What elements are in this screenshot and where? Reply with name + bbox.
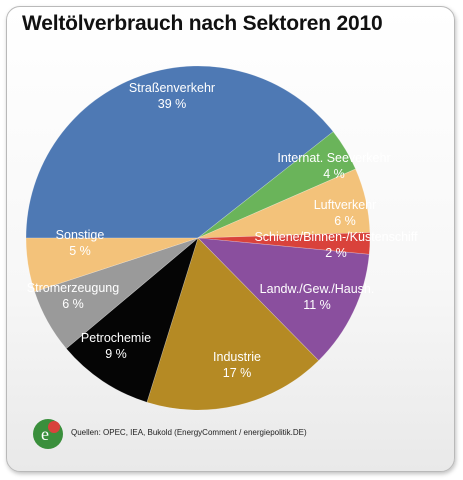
slice-label: Stromerzeugung <box>27 281 119 295</box>
pie-slice <box>197 131 356 239</box>
logo-letter: e <box>41 424 49 444</box>
slice-label: Petrochemie <box>81 331 151 345</box>
slice-label: Landw./Gew./Haush. <box>260 282 375 296</box>
slice-value-label: 5 % <box>69 244 91 258</box>
slice-label: Industrie <box>213 350 261 364</box>
slice-value-label: 6 % <box>62 297 84 311</box>
chart-title: Weltölverbrauch nach Sektoren 2010 <box>22 12 383 35</box>
pie-slice <box>25 65 334 239</box>
slice-value-label: 9 % <box>105 347 127 361</box>
slice-value-label: 11 % <box>303 298 331 312</box>
source-note: Quellen: OPEC, IEA, Bukold (EnergyCommen… <box>71 428 307 437</box>
pie-slice <box>25 237 199 293</box>
slice-value-label: 39 % <box>158 97 187 111</box>
slice-label: Schiene/Binnen-/Küstenschiff <box>254 230 418 244</box>
pie-slice <box>34 237 199 349</box>
pie-slice <box>65 237 199 403</box>
slice-label: Internat. Seeverkehr <box>277 151 390 165</box>
slice-value-label: 6 % <box>334 214 356 228</box>
pie-slice <box>197 168 371 239</box>
slice-label: Sonstige <box>56 228 105 242</box>
energycomment-logo: e <box>33 419 63 449</box>
slice-value-label: 17 % <box>223 366 252 380</box>
pie-slice <box>197 237 370 362</box>
slice-label: Luftverkehr <box>314 198 377 212</box>
pie-slice <box>197 232 371 255</box>
slice-value-label: 2 % <box>325 246 347 260</box>
slice-value-label: 4 % <box>323 167 345 181</box>
slice-label: Straßenverkehr <box>129 81 215 95</box>
pie-slice <box>146 237 320 411</box>
